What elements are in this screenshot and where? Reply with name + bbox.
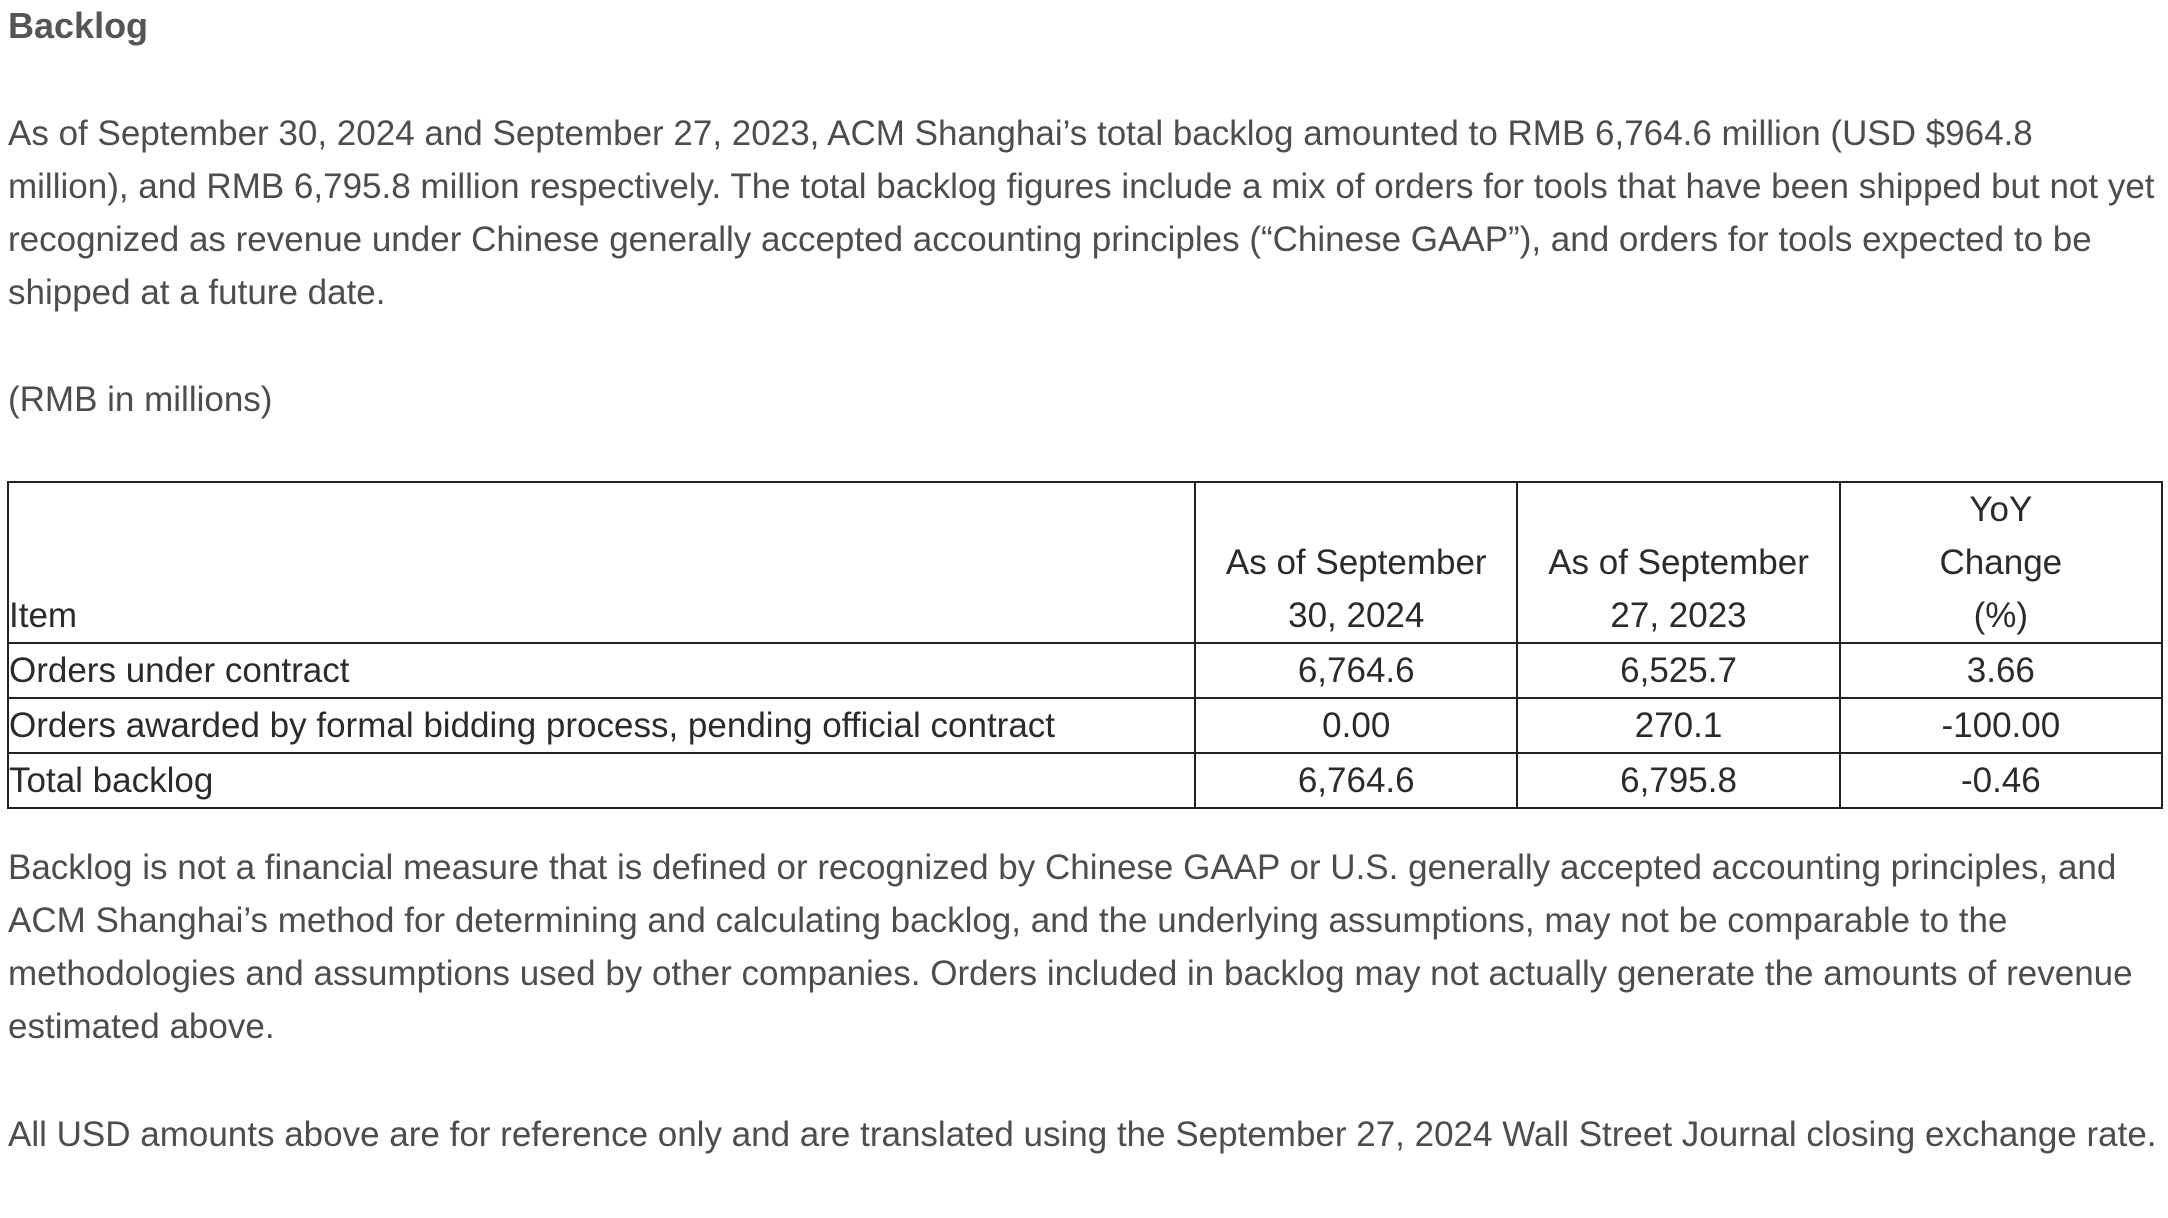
row-item-label: Orders under contract: [6, 642, 1197, 699]
table-header-row: Item As of September 30, 2024 As of Sept…: [6, 481, 2164, 644]
row-value-yoy: -100.00: [1838, 697, 2164, 754]
header-item: Item: [6, 481, 1197, 644]
intro-paragraph: As of September 30, 2024 and September 2…: [8, 114, 2155, 312]
header-sep-2024-label: As of September 30, 2024: [1225, 543, 1487, 635]
header-yoy-change-label: YoY Change (%): [1939, 490, 2063, 635]
header-sep-2024: As of September 30, 2024: [1194, 481, 1519, 644]
disclaimer-paragraph: Backlog is not a financial measure that …: [8, 848, 2133, 1046]
header-yoy-change: YoY Change (%): [1838, 481, 2164, 644]
row-value-2023: 270.1: [1516, 697, 1841, 754]
units-note: (RMB in millions): [8, 380, 273, 419]
page-title: Backlog: [8, 5, 149, 46]
row-value-2023: 6,525.7: [1516, 642, 1841, 699]
table-row: Total backlog 6,764.6 6,795.8 -0.46: [6, 752, 2164, 809]
backlog-table: Item As of September 30, 2024 As of Sept…: [6, 481, 2164, 809]
row-value-2024: 6,764.6: [1194, 752, 1519, 809]
row-value-yoy: -0.46: [1838, 752, 2164, 809]
row-item-label: Total backlog: [6, 752, 1197, 809]
row-value-yoy: 3.66: [1838, 642, 2164, 699]
row-item-label: Orders awarded by formal bidding process…: [6, 697, 1197, 754]
header-sep-2023-label: As of September 27, 2023: [1548, 543, 1809, 635]
table-row: Orders awarded by formal bidding process…: [6, 697, 2164, 754]
usd-note-paragraph: All USD amounts above are for reference …: [8, 1115, 2157, 1154]
header-sep-2023: As of September 27, 2023: [1516, 481, 1841, 644]
row-value-2024: 0.00: [1194, 697, 1519, 754]
table-row: Orders under contract 6,764.6 6,525.7 3.…: [6, 642, 2164, 699]
row-value-2023: 6,795.8: [1516, 752, 1841, 809]
row-value-2024: 6,764.6: [1194, 642, 1519, 699]
